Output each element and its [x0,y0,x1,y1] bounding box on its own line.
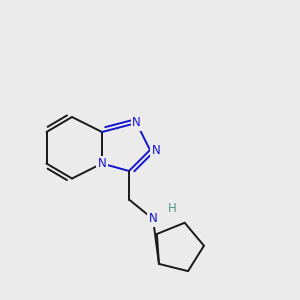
Text: N: N [148,212,158,226]
Text: N: N [132,116,141,130]
Text: H: H [168,202,177,215]
Text: N: N [98,157,106,170]
Text: N: N [152,143,160,157]
